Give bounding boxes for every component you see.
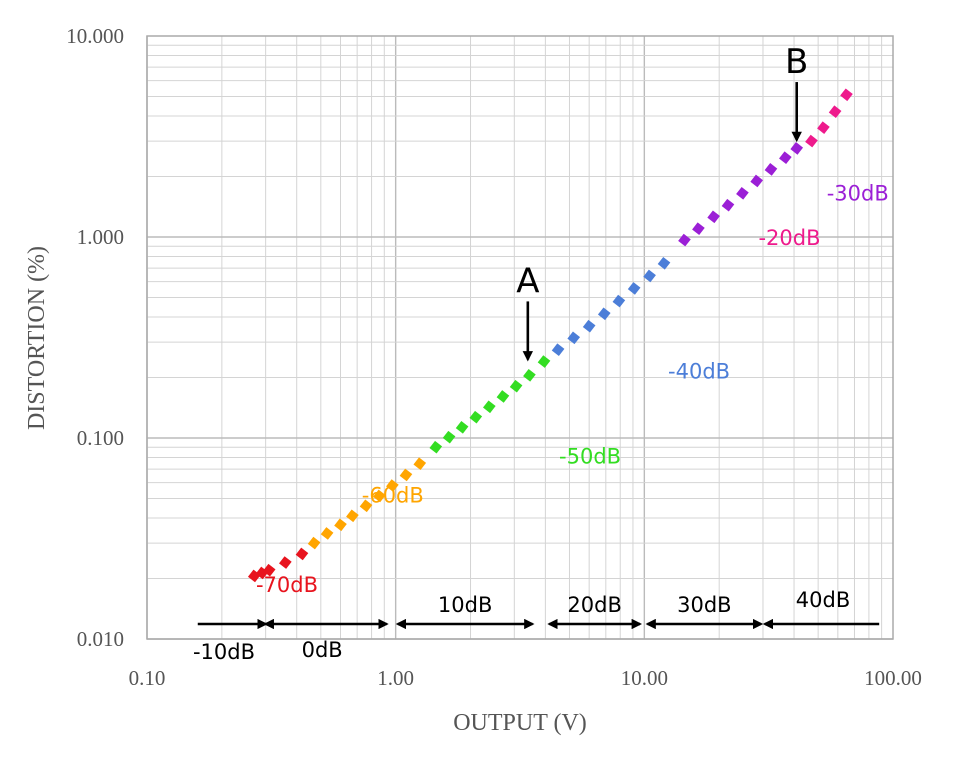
data-point	[320, 527, 334, 540]
y-tick-label: 1.000	[77, 225, 124, 249]
data-series: -70dB -60dB -50dB -40dB -30dB -20dB	[247, 88, 889, 597]
y-tick-label: 0.100	[77, 426, 124, 450]
series--40dB: -40dB	[551, 256, 730, 383]
x-tick-label: 0.10	[129, 666, 166, 690]
annotation-label: A	[516, 261, 539, 301]
series-label: -50dB	[559, 445, 621, 469]
data-point	[295, 547, 309, 561]
range-label: 10dB	[438, 593, 492, 617]
tick-labels: 0.10 1.00 10.00 100.00 0.010 0.100 1.000 10.000	[66, 24, 922, 690]
data-point	[707, 210, 720, 224]
data-point	[359, 499, 373, 513]
point-annotations: AB	[516, 42, 808, 362]
data-point	[627, 282, 641, 295]
data-point	[828, 105, 842, 119]
range-label: 20dB	[567, 593, 621, 617]
x-axis-title: OUTPUT (V)	[453, 710, 587, 736]
x-tick-label: 100.00	[864, 666, 922, 690]
y-tick-label: 10.000	[66, 24, 124, 48]
range-0dB: 0dB	[263, 618, 389, 662]
data-point	[597, 307, 611, 321]
series-label: -70dB	[256, 573, 318, 597]
annotation-label: B	[785, 42, 808, 82]
data-point	[279, 556, 292, 569]
series--60dB: -60dB	[307, 457, 427, 550]
data-point	[537, 355, 551, 368]
plot-frame	[146, 35, 894, 640]
data-point	[496, 390, 510, 403]
data-point	[455, 421, 469, 434]
range--10dB: -10dB	[193, 618, 268, 664]
data-point	[262, 563, 276, 577]
data-point	[721, 198, 735, 212]
data-point	[750, 174, 763, 188]
data-point	[429, 440, 443, 454]
data-point	[482, 400, 496, 414]
data-point	[307, 536, 321, 550]
data-point	[678, 233, 691, 247]
data-point	[612, 294, 626, 308]
data-point	[509, 379, 523, 393]
data-point	[567, 331, 581, 345]
annotation-A: A	[516, 261, 539, 362]
data-point	[657, 256, 671, 270]
range-label: 0dB	[302, 638, 343, 662]
range-20dB: 20dB	[547, 593, 643, 630]
range-40dB: 40dB	[762, 588, 880, 630]
series--50dB: -50dB	[429, 355, 621, 469]
data-point	[790, 142, 804, 155]
series--20dB: -20dB	[758, 88, 853, 250]
range-label: -10dB	[193, 640, 255, 664]
grid-lines	[146, 36, 893, 640]
range-arrows: -10dB 0dB 10dB 20dB 30dB 40dB	[193, 588, 880, 664]
data-point	[442, 430, 456, 444]
range-label: 30dB	[677, 593, 731, 617]
series--30dB: -30dB	[678, 142, 889, 247]
data-point	[346, 509, 359, 523]
data-point	[582, 319, 596, 333]
data-point	[469, 410, 483, 424]
data-point	[334, 518, 347, 532]
data-point	[779, 151, 792, 165]
data-point	[736, 186, 749, 200]
y-tick-label: 0.010	[77, 627, 124, 651]
data-point	[805, 134, 818, 148]
y-axis-title: DISTORTION (%)	[24, 246, 50, 430]
x-tick-label: 1.00	[377, 666, 414, 690]
data-point	[692, 222, 705, 235]
series--70dB: -70dB	[247, 547, 318, 597]
data-point	[643, 269, 656, 283]
series-label: -40dB	[668, 359, 730, 383]
series-label: -60dB	[362, 484, 424, 508]
range-10dB: 10dB	[395, 593, 535, 630]
range-label: 40dB	[796, 588, 850, 612]
data-point	[817, 121, 830, 134]
data-point	[386, 479, 399, 492]
data-point	[840, 88, 853, 102]
data-point	[399, 468, 413, 482]
series-label: -30dB	[827, 181, 889, 205]
annotation-B: B	[785, 42, 808, 143]
data-point	[373, 489, 386, 503]
data-point	[523, 369, 536, 382]
data-point	[551, 343, 565, 357]
data-point	[764, 163, 778, 176]
series-label: -20dB	[758, 226, 820, 250]
range-30dB: 30dB	[645, 593, 764, 630]
x-tick-label: 10.00	[621, 666, 668, 690]
data-point	[413, 457, 427, 471]
